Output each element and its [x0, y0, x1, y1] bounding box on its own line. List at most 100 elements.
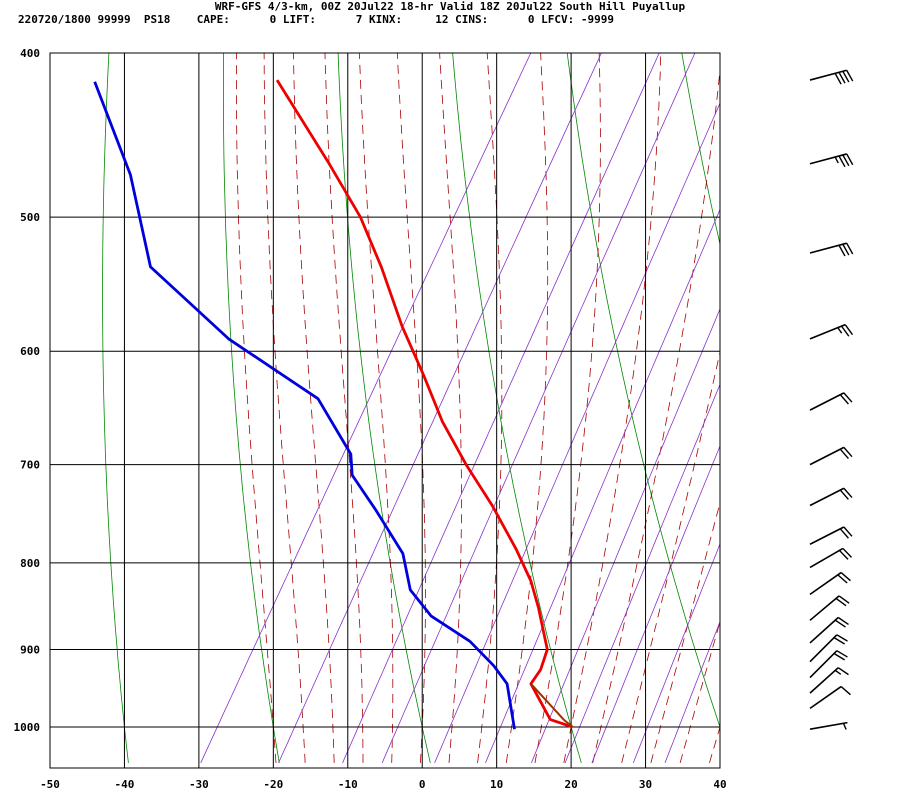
barb-half-flag — [842, 723, 847, 730]
wind-barb — [809, 153, 854, 168]
x-tick-label: 20 — [564, 778, 577, 791]
mixing-ratio-line — [381, 53, 696, 764]
barb-flag — [842, 243, 850, 256]
barb-flag — [844, 324, 854, 336]
y-tick-label: 500 — [20, 211, 40, 224]
moist-adiabat — [477, 53, 503, 763]
x-tick-label: 40 — [713, 778, 726, 791]
x-tick-label: 10 — [490, 778, 503, 791]
wind-barb — [809, 446, 853, 466]
wind-barb — [809, 526, 853, 545]
barb-flag — [842, 547, 853, 558]
mixing-ratio-line — [531, 307, 720, 764]
x-tick-label: -40 — [115, 778, 135, 791]
barb-shaft — [809, 634, 838, 663]
wind-barb — [809, 392, 853, 411]
x-tick-label: 0 — [419, 778, 426, 791]
barb-flag — [837, 667, 849, 676]
mixing-ratio-line — [485, 208, 720, 764]
y-tick-label: 800 — [20, 557, 40, 570]
barb-half-flag — [834, 669, 842, 675]
barb-flag — [843, 487, 853, 499]
barb-flag — [843, 526, 853, 537]
dry-adiabat — [681, 53, 720, 247]
x-tick-label: 30 — [639, 778, 652, 791]
wind-barb — [809, 323, 854, 340]
barb-flag — [839, 489, 849, 500]
moist-adiabat — [439, 53, 462, 763]
wind-barb — [809, 571, 851, 596]
wind-barb — [809, 685, 851, 710]
barb-flag — [834, 73, 842, 85]
barb-flag — [842, 70, 850, 83]
indices-line: 220720/1800 99999 PS18 CAPE: 0 LIFT: 7 K… — [18, 13, 615, 26]
y-tick-label: 700 — [20, 459, 40, 472]
barb-flag — [840, 325, 850, 337]
wind-barb — [809, 595, 850, 621]
moist-adiabat — [324, 53, 364, 763]
barb-flag — [838, 71, 846, 84]
moist-adiabat — [592, 67, 720, 763]
y-tick-label: 900 — [20, 643, 40, 656]
barb-flag — [838, 549, 849, 560]
x-tick-label: -10 — [338, 778, 358, 791]
mixing-ratio-line — [342, 53, 660, 764]
dewpoint-trace — [93, 81, 516, 730]
wind-barb — [809, 667, 849, 694]
moist-adiabat — [621, 350, 720, 763]
traces — [93, 79, 574, 730]
mixing-ratio-line — [632, 542, 720, 764]
dry-adiabat — [452, 53, 582, 764]
barb-flag — [839, 448, 849, 459]
barb-flag — [837, 616, 849, 625]
moist-adiabat — [563, 53, 662, 763]
dry-adiabat — [566, 53, 720, 729]
moist-adiabat — [293, 53, 335, 763]
temperature-trace — [275, 79, 574, 729]
wind-barb — [809, 242, 854, 257]
mixing-ratio-line — [564, 383, 720, 764]
dry-adiabat — [222, 53, 280, 763]
barb-shaft — [809, 547, 844, 569]
wind-barb — [809, 69, 854, 85]
barb-flag — [836, 634, 848, 642]
mixing-ratio-line — [200, 53, 532, 764]
barb-flag — [836, 650, 848, 658]
chart-title: WRF-GFS 4/3-km, 00Z 20Jul22 18-hr Valid … — [214, 0, 686, 13]
mixing-ratio-line — [664, 620, 720, 764]
barb-flag — [840, 572, 851, 582]
dry-adiabat — [337, 53, 431, 763]
wind-barb — [809, 547, 853, 569]
barb-flag — [840, 686, 851, 696]
barb-flag — [833, 652, 846, 661]
barb-shaft — [809, 323, 846, 340]
barb-shaft — [809, 69, 847, 81]
barb-flag — [838, 595, 850, 604]
barb-flag — [838, 244, 846, 257]
moist-adiabat — [679, 620, 720, 764]
barb-shaft — [809, 685, 842, 710]
moist-adiabat — [709, 725, 720, 764]
moist-adiabat — [650, 501, 720, 763]
mixing-ratio-line — [591, 444, 720, 764]
dry-adiabat — [102, 53, 129, 763]
barb-flag — [833, 637, 846, 645]
mixing-ratio-line — [278, 53, 602, 764]
barb-shaft — [809, 721, 848, 730]
barb-flag — [838, 155, 846, 168]
barb-shaft — [809, 392, 845, 411]
plot-frame — [49, 52, 721, 769]
barb-shaft — [809, 446, 845, 466]
y-tick-label: 1000 — [14, 721, 41, 734]
parcel-trace — [530, 683, 574, 728]
barb-flag — [839, 528, 849, 539]
barb-flag — [846, 242, 854, 255]
barb-shaft — [809, 595, 840, 621]
barb-shaft — [809, 571, 842, 596]
dry-adiabat — [789, 15, 900, 763]
x-tick-label: -30 — [189, 778, 209, 791]
barb-shaft — [809, 616, 839, 644]
x-tick-label: -20 — [263, 778, 283, 791]
mixing-ratio-line — [434, 102, 720, 764]
moist-adiabat — [263, 53, 306, 763]
